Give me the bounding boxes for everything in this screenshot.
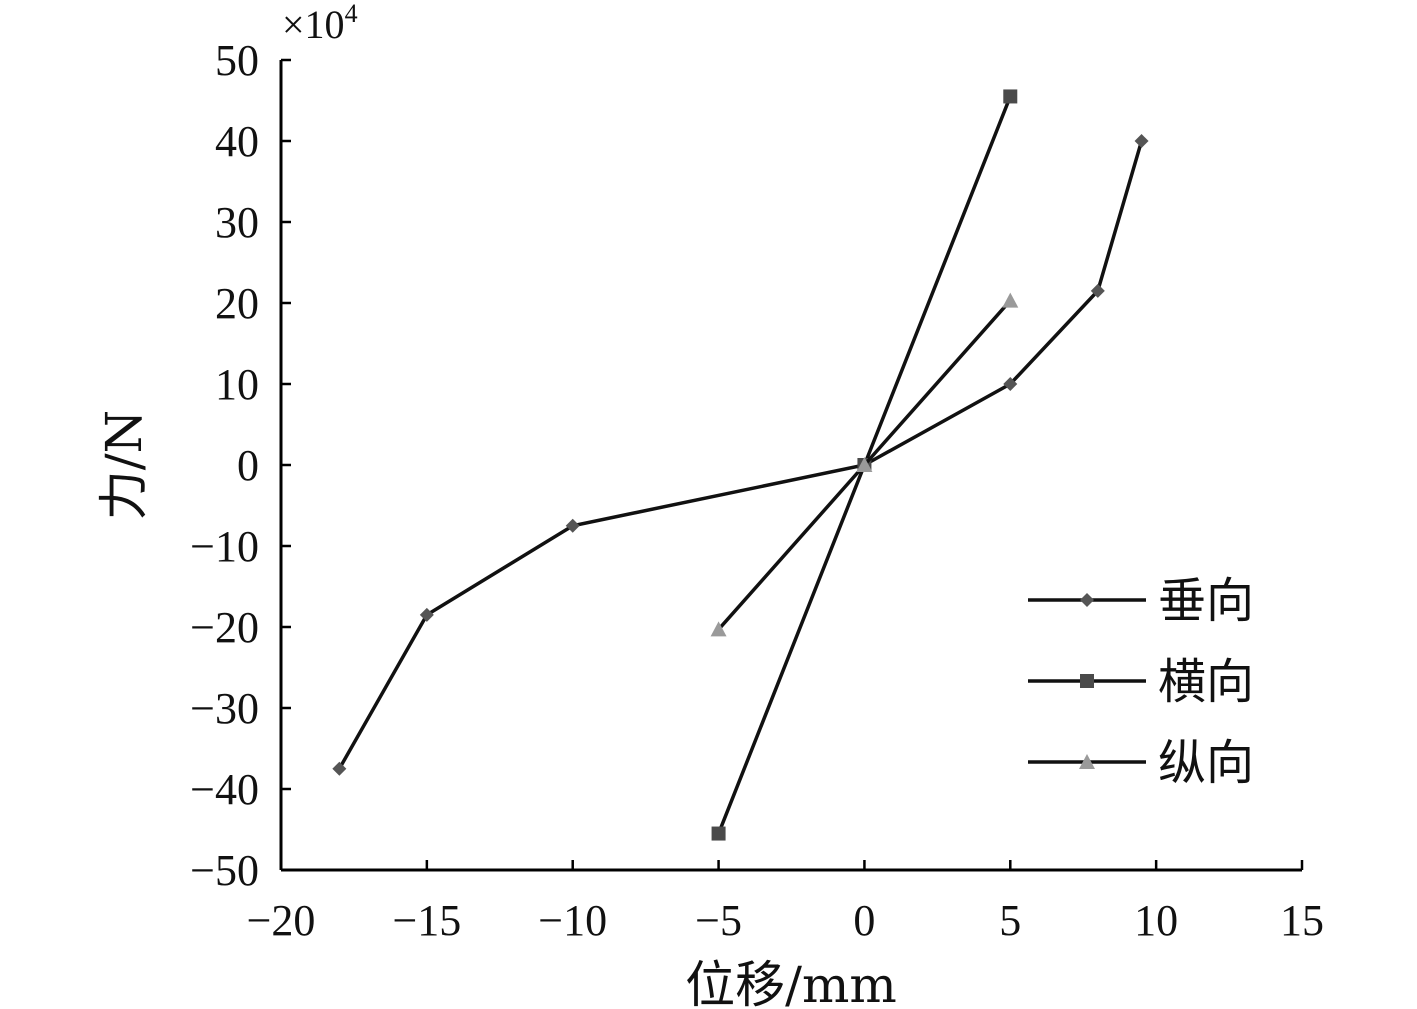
legend-entry: 横向 [1028,654,1254,710]
legend-label: 垂向 [1158,573,1254,629]
legend-entry: 垂向 [1028,573,1254,629]
x-tick-label: −15 [392,896,461,945]
x-tick-label: −5 [695,896,742,945]
data-point-diamond [1134,134,1149,148]
series-group [332,134,1149,776]
x-tick-label: 10 [1134,896,1178,945]
y-tick-label: 40 [215,117,259,166]
series-group [710,292,1019,637]
series [332,89,1149,841]
data-point-diamond [1090,283,1105,298]
data-point-triangle [710,621,727,637]
data-point-diamond [419,607,434,622]
y-tick-label: 30 [215,198,259,247]
x-tick-label: −10 [538,896,607,945]
x-axis-title: 位移/mm [685,956,897,1009]
y-tick-label: 0 [237,441,259,490]
x-tick-label: 5 [999,896,1021,945]
y-tick-label: 20 [215,279,259,328]
y-tick-label: 10 [215,360,259,409]
x-tick-label: −20 [247,896,316,945]
data-point-triangle [856,457,873,472]
data-point-diamond [565,518,580,533]
legend-label: 纵向 [1158,735,1254,791]
legend-marker-triangle [1079,754,1095,769]
data-point-diamond [1003,377,1018,391]
legend-entry: 纵向 [1028,735,1254,791]
y-tick-label: −10 [190,522,259,571]
series-line [337,140,1144,770]
legend-marker-diamond [1080,593,1094,607]
y-multiplier-label: ×104 [282,0,358,47]
legend-label: 横向 [1158,654,1254,710]
y-multiplier-base: ×10 [282,2,345,47]
legend-marker-square [1080,674,1094,688]
y-axis-title: 力/N [95,410,153,521]
data-point-square [711,826,726,841]
x-tick-label: 0 [853,896,875,945]
y-tick-label: −20 [190,603,259,652]
y-multiplier-exponent: 4 [345,0,358,28]
data-point-square [1003,89,1018,104]
x-tick-label: 15 [1280,896,1324,945]
data-point-triangle [1002,292,1019,308]
y-tick-label: 50 [215,36,259,85]
data-point-diamond [332,761,347,776]
axes [279,60,1302,872]
y-tick-label: −50 [190,846,259,895]
y-tick-label: −30 [190,684,259,733]
y-tick-label: −40 [190,765,259,814]
